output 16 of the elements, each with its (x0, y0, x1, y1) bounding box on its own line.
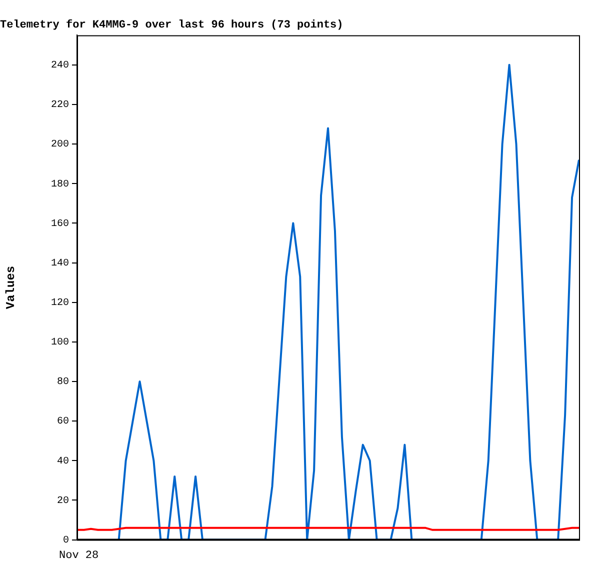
y-tick-label: 240 (50, 60, 69, 72)
y-tick-label: 60 (56, 416, 69, 428)
y-axis-title: Values (4, 266, 18, 310)
y-tick-label: 120 (50, 298, 69, 309)
y-tick-label: 180 (50, 179, 69, 190)
y-tick-label: 80 (56, 377, 69, 388)
y-tick-label: 220 (50, 100, 69, 112)
y-tick-label: 140 (50, 258, 69, 270)
y-tick-label: 0 (62, 535, 69, 546)
y-tick-label: 40 (56, 456, 69, 468)
chart-title: Telemetry for K4MMG-9 over last 96 hours (73 points) (0, 18, 344, 32)
text: Nov 28 (59, 550, 99, 562)
y-tick-label: 20 (56, 496, 69, 507)
y-tick-label: 100 (50, 338, 69, 349)
y-tick-label: 160 (50, 218, 69, 230)
y-tick-label: 200 (50, 140, 69, 151)
